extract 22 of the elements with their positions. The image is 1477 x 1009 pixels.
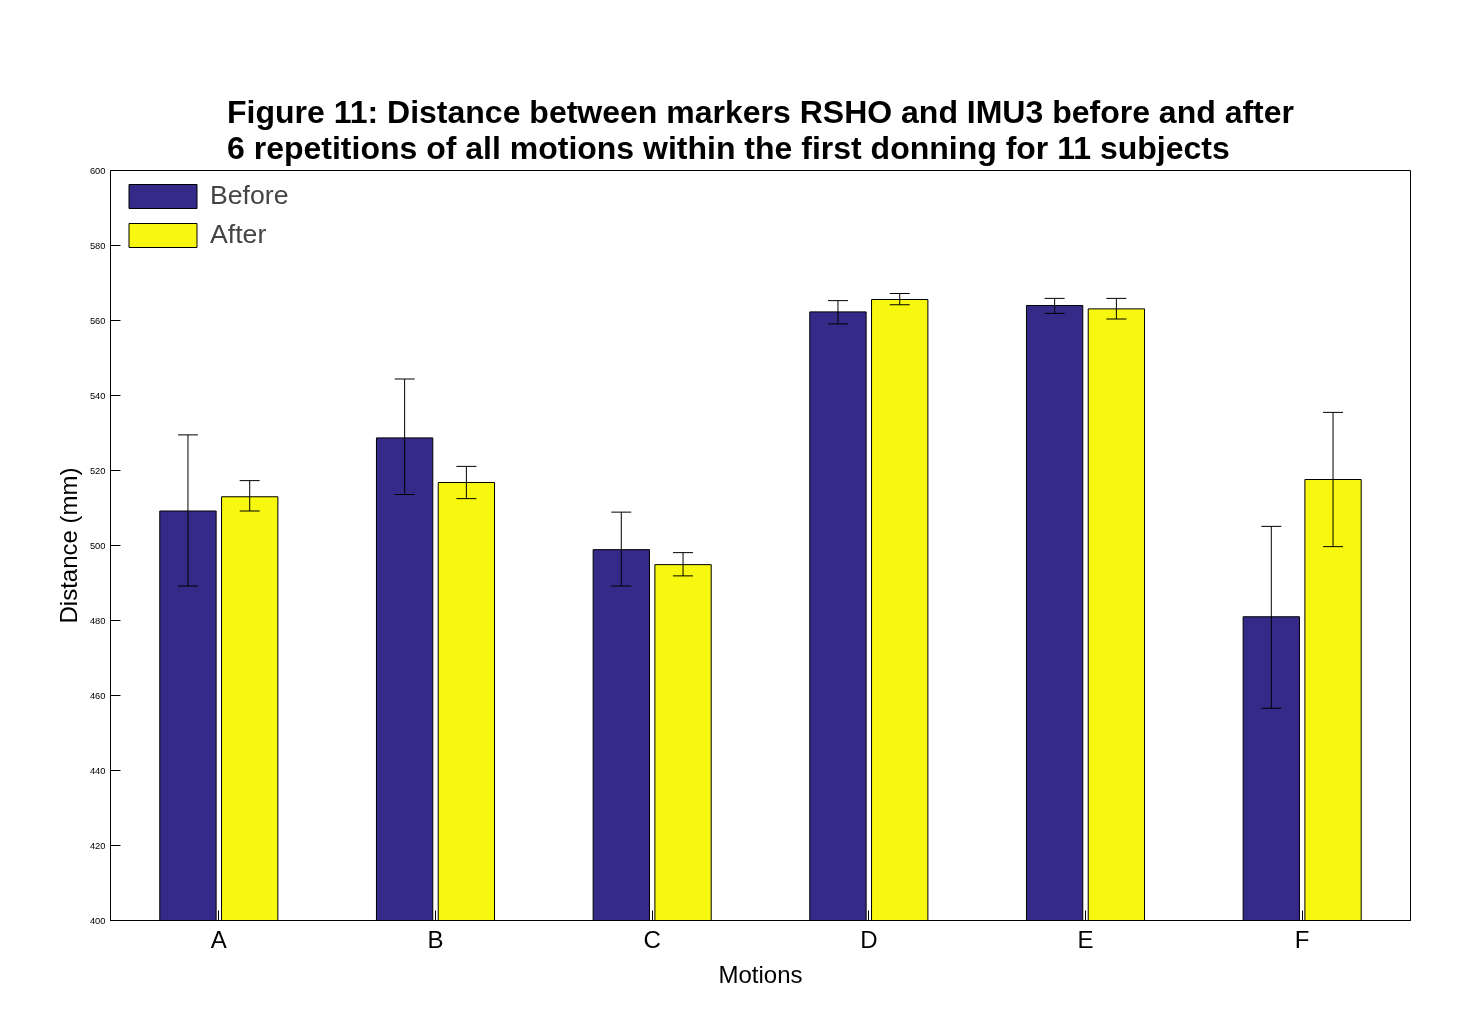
legend-label: Before [210, 180, 289, 211]
y-tick-label: 480 [89, 615, 106, 626]
y-tick-label: 520 [89, 465, 106, 476]
x-tick-label: F [1294, 925, 1310, 953]
y-tick-label: 560 [89, 315, 106, 326]
y-tick-label: 440 [89, 765, 106, 776]
y-tick-label: 500 [89, 540, 106, 551]
x-tick-label: D [860, 925, 878, 953]
y-tick-label: 540 [89, 390, 106, 401]
y-tick-label: 400 [89, 915, 106, 926]
x-tick-label: B [427, 925, 444, 953]
x-tick-label: A [210, 925, 227, 953]
x-tick-label: E [1077, 925, 1094, 953]
chart-title: Figure 11: Distance between markers RSHO and IMU3 before and after 6 repetitions of all motions within the first donning for 11 subjects [227, 93, 1294, 166]
legend-label: After [210, 219, 267, 250]
x-axis-title: Motions [718, 960, 803, 988]
y-axis-title: Distance (mm) [54, 467, 82, 624]
x-tick-label: C [643, 925, 661, 953]
y-tick-label: 460 [89, 690, 106, 701]
y-tick-label: 600 [89, 165, 106, 176]
y-tick-label: 580 [89, 240, 106, 251]
y-tick-label: 420 [89, 840, 106, 851]
